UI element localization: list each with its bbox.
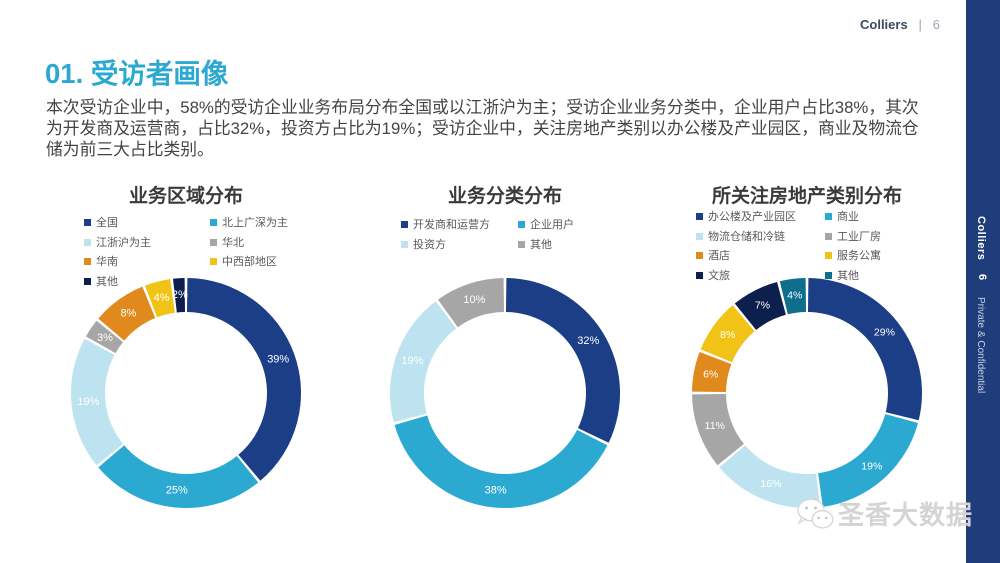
svg-text:2%: 2% xyxy=(172,289,188,301)
svg-text:10%: 10% xyxy=(463,294,485,306)
svg-text:25%: 25% xyxy=(166,484,188,496)
svg-text:29%: 29% xyxy=(874,327,895,339)
svg-text:11%: 11% xyxy=(705,420,725,432)
svg-text:32%: 32% xyxy=(577,335,599,347)
svg-text:39%: 39% xyxy=(267,354,289,366)
svg-text:6%: 6% xyxy=(703,368,718,380)
svg-text:19%: 19% xyxy=(77,396,99,408)
svg-text:8%: 8% xyxy=(720,329,735,341)
svg-text:16%: 16% xyxy=(760,478,781,490)
svg-text:7%: 7% xyxy=(755,299,770,311)
svg-text:8%: 8% xyxy=(120,308,136,320)
svg-text:38%: 38% xyxy=(485,484,507,496)
svg-text:19%: 19% xyxy=(861,460,882,472)
svg-text:4%: 4% xyxy=(787,290,802,302)
svg-text:19%: 19% xyxy=(401,355,423,367)
svg-text:4%: 4% xyxy=(154,292,170,304)
svg-text:3%: 3% xyxy=(97,332,113,344)
